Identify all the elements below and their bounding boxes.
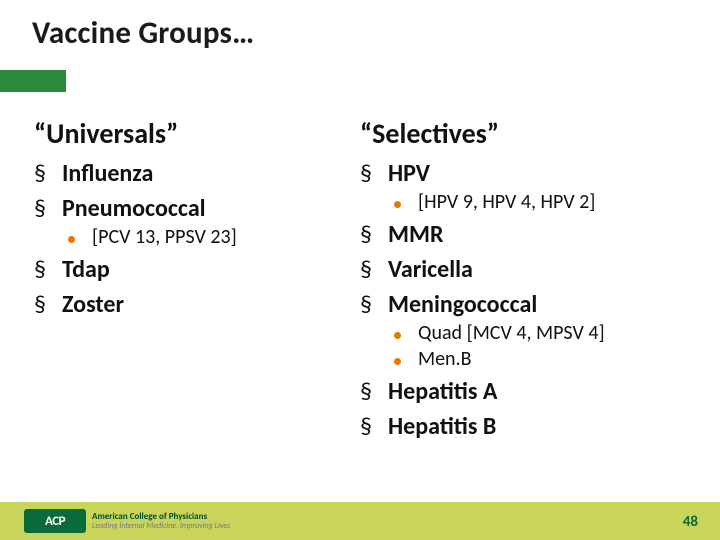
list-item: Zoster: [34, 290, 334, 319]
sub-label: [PCV 13, PPSV 23]: [92, 225, 237, 249]
sub-list: [PCV 13, PPSV 23]: [62, 225, 334, 249]
item-label: Hepatitis B: [388, 412, 496, 441]
left-list: Influenza Pneumococcal [PCV 13, PPSV 23]…: [34, 159, 334, 319]
list-item: Hepatitis A: [360, 377, 690, 406]
slide-title: Vaccine Groups…: [32, 14, 254, 52]
item-label: Pneumococcal: [62, 194, 206, 223]
sub-item: Men.B: [388, 347, 690, 371]
list-item: HPV [HPV 9, HPV 4, HPV 2]: [360, 159, 690, 214]
item-label: Meningococcal: [388, 290, 537, 319]
left-column: “Universals” Influenza Pneumococcal [PCV…: [34, 116, 334, 325]
right-column: “Selectives” HPV [HPV 9, HPV 4, HPV 2] M…: [360, 116, 690, 447]
accent-bar: [0, 70, 66, 92]
logo-text: American College of Physicians Leading I…: [92, 512, 230, 530]
list-item: Meningococcal Quad [MCV 4, MPSV 4] Men.B: [360, 290, 690, 371]
list-item: Pneumococcal [PCV 13, PPSV 23]: [34, 194, 334, 249]
list-item: Varicella: [360, 255, 690, 284]
logo: ACP American College of Physicians Leadi…: [24, 508, 230, 534]
bullet-dot-icon: [394, 201, 401, 208]
bullet-dot-icon: [394, 332, 401, 339]
item-label: Hepatitis A: [388, 377, 497, 406]
list-item: Tdap: [34, 255, 334, 284]
bullet-dot-icon: [394, 358, 401, 365]
right-list: HPV [HPV 9, HPV 4, HPV 2] MMR Varicella …: [360, 159, 690, 441]
sub-item: [PCV 13, PPSV 23]: [62, 225, 334, 249]
item-label: Varicella: [388, 255, 473, 284]
list-item: MMR: [360, 220, 690, 249]
logo-mark-icon: ACP: [24, 509, 86, 533]
sub-item: [HPV 9, HPV 4, HPV 2]: [388, 190, 690, 214]
sub-label: [HPV 9, HPV 4, HPV 2]: [418, 190, 595, 214]
sub-label: Men.B: [418, 347, 472, 371]
item-label: Tdap: [62, 255, 110, 284]
item-label: MMR: [388, 220, 443, 249]
sub-list: [HPV 9, HPV 4, HPV 2]: [388, 190, 690, 214]
logo-mark-text: ACP: [45, 514, 65, 529]
sub-list: Quad [MCV 4, MPSV 4] Men.B: [388, 321, 690, 371]
list-item: Influenza: [34, 159, 334, 188]
sub-item: Quad [MCV 4, MPSV 4]: [388, 321, 690, 345]
left-heading: “Universals”: [34, 116, 334, 151]
item-label: HPV: [388, 159, 430, 188]
bullet-dot-icon: [68, 236, 75, 243]
page-number: 48: [683, 513, 698, 531]
sub-label: Quad [MCV 4, MPSV 4]: [418, 321, 605, 345]
right-heading: “Selectives”: [360, 116, 690, 151]
item-label: Zoster: [62, 290, 124, 319]
logo-line2: Leading Internal Medicine, Improving Liv…: [92, 522, 230, 530]
item-label: Influenza: [62, 159, 153, 188]
slide: Vaccine Groups… “Universals” Influenza P…: [0, 0, 720, 540]
list-item: Hepatitis B: [360, 412, 690, 441]
